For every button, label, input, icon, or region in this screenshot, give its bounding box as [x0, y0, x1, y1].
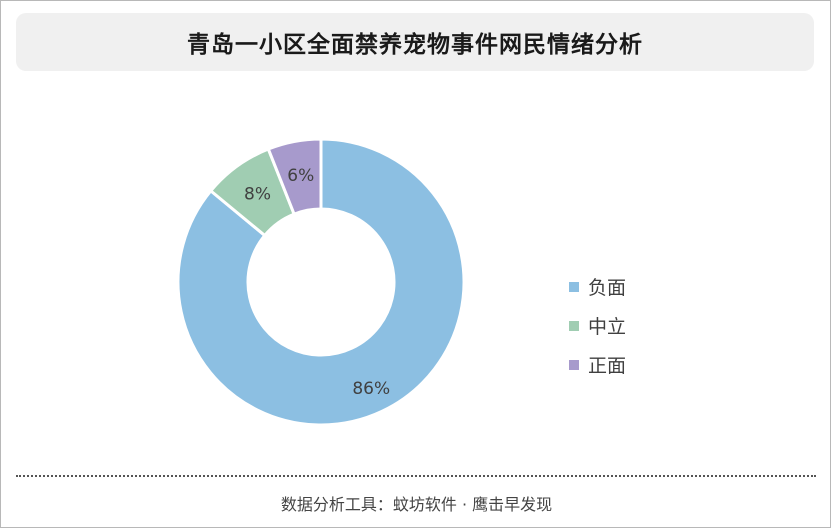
- legend-label: 正面: [588, 355, 627, 377]
- data-label-neutral: 8%: [244, 185, 271, 205]
- legend-swatch: [569, 359, 579, 370]
- legend-swatch: [569, 281, 579, 292]
- legend-label: 中立: [588, 316, 627, 338]
- slice-negative: [176, 137, 466, 427]
- data-label-negative: 86%: [352, 379, 390, 399]
- legend-item-neutral: 中立: [569, 306, 626, 345]
- legend: 负面 中立 正面: [569, 267, 626, 384]
- legend-item-positive: 正面: [569, 345, 626, 384]
- legend-item-negative: 负面: [569, 267, 626, 306]
- slice-positive: [266, 137, 323, 217]
- legend-label: 负面: [588, 277, 627, 299]
- legend-swatch: [569, 320, 579, 331]
- donut-chart: 86% 8% 6%: [176, 137, 466, 427]
- title-bar: 青岛一小区全面禁养宠物事件网民情绪分析: [16, 13, 814, 71]
- footer-divider: [16, 475, 816, 477]
- footer-source: 数据分析工具：蚊坊软件 · 鹰击早发现: [280, 495, 553, 514]
- chart-title: 青岛一小区全面禁养宠物事件网民情绪分析: [187, 32, 643, 58]
- data-label-positive: 6%: [287, 166, 314, 186]
